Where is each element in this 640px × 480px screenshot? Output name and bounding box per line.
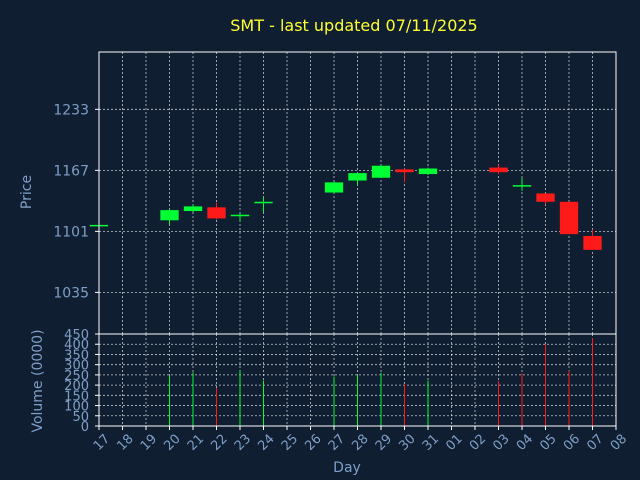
x-tick-label: 03 (490, 432, 512, 454)
x-tick-label: 27 (326, 432, 348, 454)
price-tick-label: 1035 (53, 285, 89, 301)
x-tick-label: 19 (138, 432, 160, 454)
candle (512, 177, 532, 191)
candle-body (324, 182, 344, 193)
candle (254, 197, 273, 212)
volume-tick-label: 450 (64, 328, 89, 343)
candle (348, 172, 367, 186)
x-axis-label: Day (333, 460, 361, 476)
candle-body (395, 169, 414, 173)
x-tick-label: 23 (232, 432, 254, 454)
candle-body (183, 206, 203, 212)
price-tick-label: 1233 (53, 102, 89, 118)
candle-body (348, 173, 367, 181)
x-tick-label: 18 (114, 432, 136, 454)
x-tick-label: 02 (467, 432, 489, 454)
volume-axis-label: Volume (0000) (30, 329, 46, 432)
volume-tick-label: 350 (64, 348, 89, 363)
candle-body (207, 207, 226, 219)
x-tick-label: 22 (208, 432, 230, 454)
x-tick-label: 20 (161, 432, 183, 454)
x-tick-label: 28 (349, 432, 371, 454)
volume-tick-label: 50 (72, 410, 89, 425)
x-tick-label: 17 (91, 432, 113, 454)
chart-title: SMT - last updated 07/11/2025 (230, 16, 477, 35)
x-tick-label: 21 (185, 432, 207, 454)
x-tick-label: 06 (561, 432, 583, 454)
candle-body (418, 168, 438, 175)
x-tick-label: 29 (373, 432, 395, 454)
x-axis: 17 18 19 20 21 22 23 24 25 26 27 28 29 30 31 01 02 03 04 05… (91, 426, 630, 454)
volume-tick-label: 200 (64, 379, 89, 394)
candle-body (254, 201, 273, 204)
candle (230, 212, 250, 222)
candle-body (536, 193, 555, 202)
volume-tick-label: 100 (64, 400, 89, 415)
candle-body (160, 210, 179, 221)
candle-body (559, 201, 579, 235)
x-tick-label: 07 (584, 432, 606, 454)
candle (559, 201, 579, 235)
price-tick-label: 1167 (53, 163, 89, 179)
candle-body (371, 165, 391, 178)
candle-body (512, 185, 532, 187)
volume-tick-label: 250 (64, 369, 89, 384)
x-tick-label: 04 (514, 432, 536, 454)
x-tick-label: 08 (608, 432, 630, 454)
x-tick-label: 25 (279, 432, 301, 454)
candle (418, 167, 438, 175)
price-panel: 1035 1101 1167 1233 (53, 51, 617, 335)
x-tick-label: 05 (537, 432, 559, 454)
x-tick-label: 01 (443, 432, 465, 454)
candle (536, 193, 555, 205)
volume-tick-label: 400 (64, 338, 89, 353)
volume-tick-label: 300 (64, 359, 89, 374)
x-tick-label: 30 (396, 432, 418, 454)
candle (207, 202, 226, 220)
x-tick-label: 31 (420, 432, 442, 454)
candle-body (230, 214, 250, 217)
candle (324, 181, 344, 194)
volume-tick-label: 0 (81, 420, 89, 435)
candle (395, 168, 414, 183)
candle (183, 204, 203, 212)
candle (160, 209, 179, 224)
price-tick-label: 1101 (53, 224, 89, 240)
candle (371, 164, 391, 178)
x-tick-label: 24 (255, 432, 277, 454)
candle (583, 229, 602, 250)
candle-body (583, 235, 602, 250)
volume-tick-label: 150 (64, 389, 89, 404)
x-tick-label: 26 (302, 432, 324, 454)
candle-body (489, 167, 508, 173)
price-axis-label: Price (19, 175, 35, 209)
candle (489, 164, 508, 175)
